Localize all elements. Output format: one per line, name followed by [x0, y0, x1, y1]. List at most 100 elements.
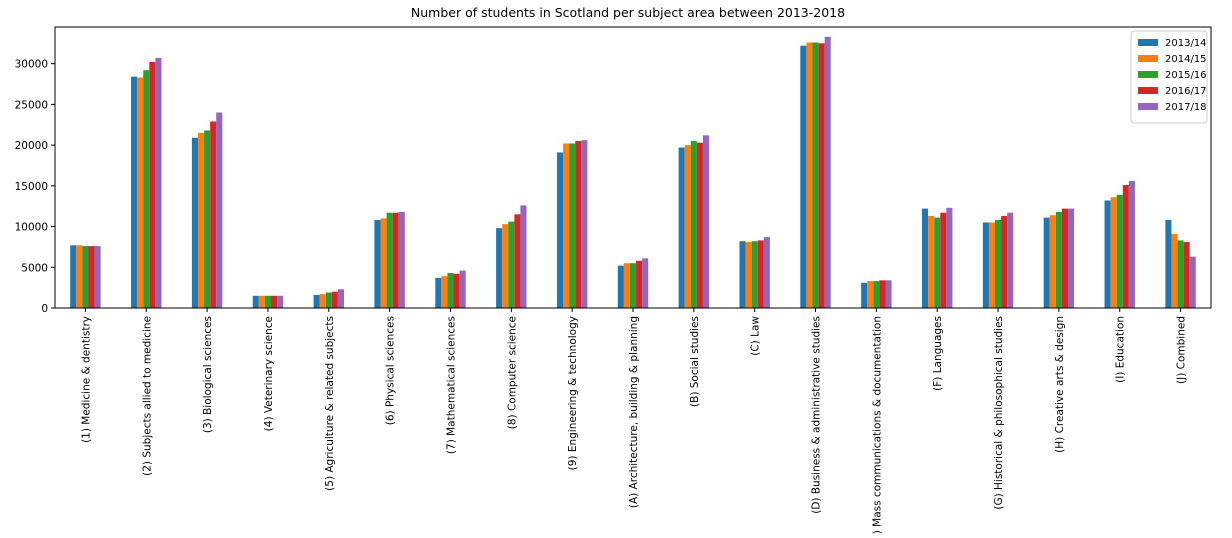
bar [435, 277, 442, 308]
x-tick-label: (I) Education [1115, 316, 1127, 383]
x-tick-label: (G) Historical & philosophical studies [993, 316, 1005, 510]
bar [453, 273, 460, 308]
bar [441, 276, 448, 308]
bar-group [861, 280, 892, 308]
bar-group [70, 245, 101, 308]
bar-group [922, 207, 953, 308]
y-tick-label: 15000 [15, 181, 48, 193]
bar [696, 142, 703, 308]
legend-label: 2015/16 [1165, 70, 1207, 81]
bar [581, 140, 588, 308]
bar [197, 132, 205, 308]
bar [374, 220, 381, 308]
bar [629, 263, 637, 308]
bar [988, 222, 996, 308]
bar-group [1043, 208, 1075, 308]
y-tick-label: 20000 [15, 140, 48, 152]
legend-swatch [1138, 103, 1158, 110]
bar [690, 141, 697, 308]
bar [1104, 200, 1111, 308]
bar [702, 135, 710, 308]
bar [258, 295, 265, 308]
bar [1116, 194, 1123, 308]
bar [520, 205, 527, 308]
bar [1171, 233, 1178, 308]
bar [1189, 256, 1196, 308]
bar [1068, 208, 1075, 308]
legend-label: 2014/15 [1165, 54, 1207, 65]
bar [757, 240, 764, 308]
x-tick-label: (1) Medicine & dentistry [80, 316, 92, 443]
x-axis: (1) Medicine & dentistry (2) Subjects all… [80, 308, 1188, 534]
bar [636, 260, 643, 308]
bar [1128, 180, 1135, 308]
plot-frame [54, 26, 1212, 309]
bar-group [374, 211, 405, 308]
x-tick-label: (7) Mathematical sciences [445, 316, 457, 454]
bar [739, 241, 746, 308]
bar [508, 221, 515, 308]
bar-group [617, 258, 649, 308]
bar [1061, 208, 1069, 308]
bar [76, 245, 83, 308]
bar-group [739, 237, 770, 308]
x-tick-label: (9) Engineering & technology [567, 316, 579, 470]
bar [867, 281, 874, 308]
legend: 2013/14 2014/15 2015/16 2016/17 2017/18 [1130, 30, 1208, 124]
bar [575, 141, 582, 308]
bar [1122, 185, 1129, 308]
legend-swatch [1138, 71, 1158, 78]
bar [319, 294, 326, 308]
bar [1007, 212, 1014, 308]
x-tick-label: (3) Biological sciences [202, 316, 214, 433]
bar [447, 272, 454, 308]
bar [204, 130, 211, 308]
legend-swatch [1138, 87, 1158, 94]
bar [861, 282, 868, 308]
bar [1049, 215, 1056, 308]
bar [982, 222, 989, 308]
x-tick-label: (B) Social studies [689, 316, 701, 407]
bar [806, 42, 813, 308]
bar [502, 224, 509, 308]
legend-label: 2013/14 [1165, 38, 1207, 49]
x-tick-label: (C) Law [750, 316, 762, 356]
bar-group [131, 57, 162, 309]
x-tick-label: (H) Creative arts & design [1054, 316, 1066, 453]
bar-group [556, 140, 588, 308]
bar [191, 137, 198, 308]
bar [818, 43, 825, 308]
bar [137, 77, 144, 308]
bar [264, 295, 271, 308]
bar [623, 263, 630, 308]
bar [946, 207, 953, 308]
bar-group [1165, 220, 1196, 308]
bar [873, 281, 880, 308]
bar-group [313, 289, 344, 308]
y-tick-label: 0 [41, 303, 48, 315]
x-tick-label: (4) Veterinary science [263, 316, 275, 431]
bar-group [435, 270, 466, 308]
bar [1055, 211, 1062, 308]
legend-label: 2017/18 [1165, 102, 1207, 113]
y-axis: 0 5000 10000 15000 20000 25000 30000 [15, 59, 55, 315]
bar [1001, 215, 1008, 308]
legend-box [1130, 30, 1208, 124]
bar [398, 211, 405, 308]
bar [82, 246, 89, 308]
bar [88, 246, 95, 308]
x-tick-label: (8) Computer science [506, 316, 518, 429]
bar [216, 112, 223, 309]
legend-label: 2016/17 [1165, 86, 1207, 97]
bar [934, 217, 941, 308]
x-tick-label: (6) Physical sciences [385, 316, 397, 425]
bar [313, 294, 320, 308]
bar [812, 42, 819, 308]
bar [496, 228, 503, 308]
bar [94, 246, 101, 308]
bar [392, 212, 399, 308]
bar [514, 214, 521, 308]
bar-group [800, 36, 831, 309]
bars-layer [70, 36, 1196, 309]
